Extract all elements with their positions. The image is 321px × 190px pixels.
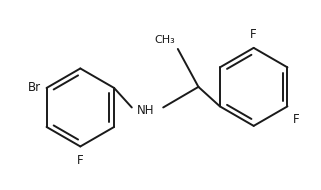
Text: F: F [250,28,257,41]
Text: F: F [293,113,299,126]
Text: Br: Br [28,82,41,94]
Text: NH: NH [137,104,155,117]
Text: CH₃: CH₃ [154,35,175,45]
Text: F: F [77,154,84,167]
